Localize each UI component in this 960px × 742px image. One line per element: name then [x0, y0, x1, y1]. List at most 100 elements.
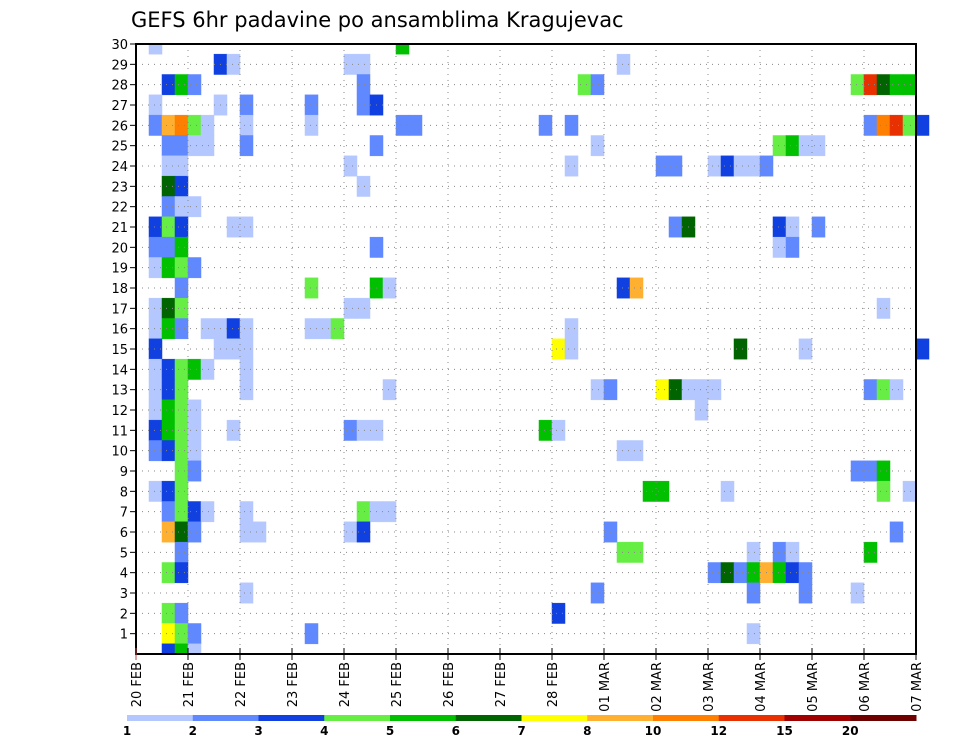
precip-cell — [798, 582, 813, 604]
precip-cell — [174, 114, 189, 136]
precip-cell — [785, 562, 800, 584]
y-tick-label: 23 — [111, 180, 128, 195]
precip-cell — [187, 623, 202, 645]
precip-cell — [863, 74, 878, 96]
y-axis: 1234567891011121314151617181920212223242… — [111, 38, 136, 643]
y-tick-label: 21 — [111, 221, 128, 236]
precip-cell — [551, 602, 566, 624]
precip-cell — [707, 562, 722, 584]
precip-cell — [707, 379, 722, 401]
colorbar-segment — [784, 715, 851, 721]
precip-cell — [187, 501, 202, 523]
precip-cell — [187, 358, 202, 380]
colorbar-label: 15 — [776, 724, 793, 738]
precip-cell — [577, 74, 592, 96]
precip-cell — [187, 399, 202, 421]
x-tick-label: 28 FEB — [546, 662, 561, 707]
colorbar-label: 6 — [452, 724, 460, 738]
y-tick-label: 25 — [111, 140, 128, 155]
precip-cell — [655, 379, 670, 401]
y-tick-label: 27 — [111, 99, 128, 114]
precip-cell — [889, 379, 904, 401]
x-tick-label: 22 FEB — [234, 662, 249, 707]
precip-cell — [863, 114, 878, 136]
precip-cell — [239, 358, 254, 380]
colorbar-label: 5 — [386, 724, 394, 738]
y-tick-label: 3 — [120, 587, 128, 602]
x-tick-label: 02 MAR — [650, 662, 665, 712]
precip-cell — [395, 43, 410, 55]
y-tick-label: 8 — [120, 485, 128, 500]
precip-cell — [863, 541, 878, 563]
precip-cell — [239, 501, 254, 523]
precip-cell — [876, 480, 891, 502]
precip-cell — [733, 562, 748, 584]
x-tick-label: 01 MAR — [598, 662, 613, 712]
precip-cell — [720, 480, 735, 502]
precip-cell — [161, 480, 176, 502]
colorbar-segment — [324, 715, 391, 721]
colorbar-segment — [850, 715, 917, 721]
precip-cell — [174, 277, 189, 299]
colorbar-segment — [455, 715, 522, 721]
precip-cell — [161, 399, 176, 421]
x-tick-label: 04 MAR — [754, 662, 769, 712]
colorbar-label: 12 — [710, 724, 727, 738]
precip-cell — [785, 236, 800, 258]
y-tick-label: 9 — [120, 465, 128, 480]
precip-cell — [811, 216, 826, 238]
precip-cell — [174, 501, 189, 523]
y-tick-label: 22 — [111, 201, 128, 216]
y-tick-label: 10 — [111, 445, 128, 460]
y-tick-label: 4 — [120, 567, 128, 582]
precip-cell — [876, 114, 891, 136]
precip-cell — [733, 155, 748, 177]
precip-cell — [174, 480, 189, 502]
precip-cell — [161, 358, 176, 380]
precip-cell — [551, 338, 566, 360]
precip-cell — [343, 419, 358, 441]
chart-title: GEFS 6hr padavine po ansamblima Kragujev… — [131, 8, 624, 32]
precip-cell — [629, 440, 644, 462]
x-tick-label: 06 MAR — [858, 662, 873, 712]
precip-cell — [343, 521, 358, 543]
x-tick-label: 25 FEB — [390, 662, 405, 707]
precip-cell — [187, 460, 202, 482]
colorbar-label: 7 — [517, 724, 525, 738]
colorbar-segment — [718, 715, 785, 721]
precip-cell — [161, 521, 176, 543]
precip-cell — [239, 338, 254, 360]
y-tick-label: 26 — [111, 119, 128, 134]
precip-cell — [239, 521, 254, 543]
cells-layer — [148, 43, 930, 655]
x-tick-label: 03 MAR — [702, 662, 717, 712]
x-tick-label: 24 FEB — [338, 662, 353, 707]
y-tick-label: 11 — [111, 424, 128, 439]
precip-cell — [174, 643, 189, 655]
precip-cell — [161, 643, 176, 655]
precip-cell — [798, 338, 813, 360]
x-axis: 20 FEB 21 FEB 22 FEB 23 FEB 24 FEB 25 FEB 26 F… — [130, 648, 925, 712]
precip-cell — [161, 440, 176, 462]
precip-cell — [564, 318, 579, 340]
precip-cell — [174, 419, 189, 441]
colorbar-segment — [390, 715, 457, 721]
y-tick-label: 18 — [111, 282, 128, 297]
precip-cell — [564, 155, 579, 177]
y-tick-label: 13 — [111, 384, 128, 399]
colorbar-label: 20 — [842, 724, 859, 738]
precip-cell — [187, 196, 202, 218]
y-tick-label: 2 — [120, 607, 128, 622]
precip-cell — [785, 135, 800, 157]
precip-cell — [876, 379, 891, 401]
precip-cell — [915, 114, 930, 136]
precip-cell — [161, 562, 176, 584]
precip-cell — [174, 196, 189, 218]
precip-cell — [174, 297, 189, 319]
precip-cell — [564, 338, 579, 360]
x-tick-label: 05 MAR — [806, 662, 821, 712]
precip-cell — [785, 216, 800, 238]
precip-cell — [343, 155, 358, 177]
precip-cell — [161, 623, 176, 645]
precip-cell — [239, 216, 254, 238]
